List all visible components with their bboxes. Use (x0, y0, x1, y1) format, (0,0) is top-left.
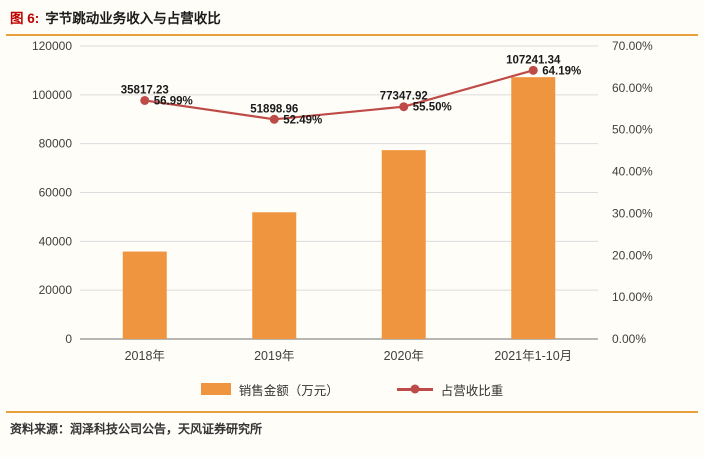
bar (381, 150, 426, 339)
left-axis-tick: 80000 (39, 137, 73, 151)
line-dot-icon (410, 384, 420, 394)
x-axis-label: 2018年 (125, 349, 165, 363)
source-note: 资料来源：润泽科技公司公告，天风证券研究所 (10, 422, 263, 436)
left-axis-tick: 120000 (32, 39, 72, 53)
bar-value-label: 107241.34 (506, 54, 561, 66)
bar-value-label: 51898.96 (250, 103, 298, 115)
chart-area: 0 20000 40000 60000 80000 100000 120000 0.00% 10… (0, 36, 704, 371)
right-axis-tick: 70.00% (612, 39, 653, 53)
line-point (528, 65, 538, 75)
right-axis-tick: 60.00% (612, 81, 653, 95)
left-axis-tick: 40000 (39, 234, 73, 248)
right-axis-tick: 50.00% (612, 123, 653, 137)
line-value-label: 64.19% (542, 65, 581, 77)
line-value-label: 52.49% (283, 114, 322, 126)
left-axis-tick: 100000 (32, 88, 72, 102)
line-value-label: 55.50% (413, 102, 452, 114)
top-divider (6, 34, 698, 36)
bar-swatch-icon (200, 383, 231, 395)
line-point (399, 102, 409, 112)
bar (252, 212, 297, 339)
chart-title: 图 6: 字节跳动业务收入与占营收比 (0, 0, 704, 34)
left-axis-tick: 60000 (39, 186, 73, 200)
legend-label-ratio: 占营收比重 (440, 383, 504, 398)
line-point (269, 114, 279, 124)
left-axis-tick: 20000 (39, 283, 73, 297)
line-swatch-icon (396, 384, 433, 394)
chart-svg: 0 20000 40000 60000 80000 100000 120000 0.00% 10… (32, 39, 653, 363)
line-value-label: 56.99% (154, 95, 193, 107)
x-axis-label: 2020年 (384, 349, 424, 363)
legend-label-sales: 销售金额（万元） (238, 383, 339, 398)
legend-item-ratio: 占营收比重 (396, 380, 504, 399)
page-title: 字节跳动业务收入与占营收比 (45, 11, 221, 26)
bottom-divider (6, 411, 698, 413)
right-axis-tick: 20.00% (612, 248, 653, 262)
chart-legend: 销售金额（万元） 占营收比重 (0, 377, 704, 401)
bar-value-label: 77347.92 (380, 91, 428, 103)
right-axis-tick: 30.00% (612, 206, 653, 220)
figure-number: 图 6: (10, 11, 40, 26)
line-point (140, 95, 150, 105)
right-axis-tick: 40.00% (612, 165, 653, 179)
x-axis-label: 2019年 (254, 349, 294, 363)
right-axis-tick: 0.00% (612, 332, 646, 346)
bar (122, 251, 167, 339)
bar-value-label: 35817.23 (121, 84, 169, 96)
ratio-line (144, 69, 534, 121)
x-axis-label: 2021年1-10月 (494, 349, 572, 363)
legend-item-sales: 销售金额（万元） (200, 380, 339, 399)
right-axis-tick: 10.00% (612, 290, 653, 304)
left-axis-tick: 0 (65, 332, 72, 346)
bar (511, 77, 556, 339)
